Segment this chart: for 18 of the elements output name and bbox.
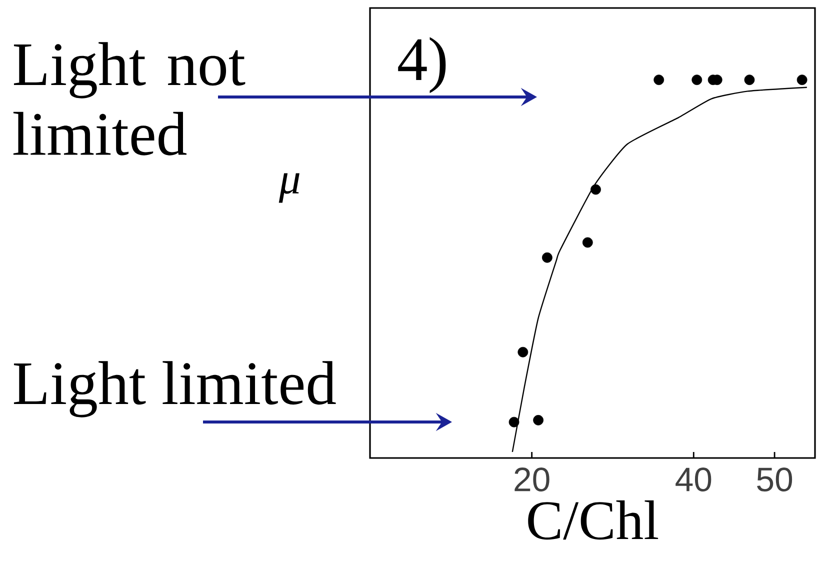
- point: [692, 74, 702, 86]
- text: Light not limited: [13, 42, 246, 156]
- chart-title: 4): [398, 37, 446, 94]
- point: [508, 416, 520, 428]
- point: [542, 252, 552, 263]
- point: [796, 74, 808, 86]
- x-axis-title: C/Chl: [528, 500, 658, 540]
- point: [582, 237, 593, 248]
- y-axis-title: μ: [278, 173, 300, 203]
- x-tick-label: 20: [514, 468, 550, 492]
- x-tick-label: 40: [676, 468, 712, 492]
- point: [744, 74, 755, 86]
- point: [654, 74, 664, 86]
- point: [533, 414, 544, 426]
- x-tick-label: 50: [757, 468, 792, 492]
- text: Light limited: [14, 361, 336, 418]
- point: [518, 346, 528, 358]
- point: [590, 184, 601, 195]
